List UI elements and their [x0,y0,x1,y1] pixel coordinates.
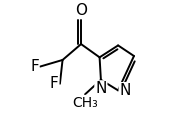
Text: N: N [119,83,131,98]
Text: O: O [75,3,87,18]
Text: N: N [95,81,107,96]
Text: CH₃: CH₃ [72,96,98,110]
Text: F: F [30,59,39,74]
Text: F: F [50,76,59,91]
